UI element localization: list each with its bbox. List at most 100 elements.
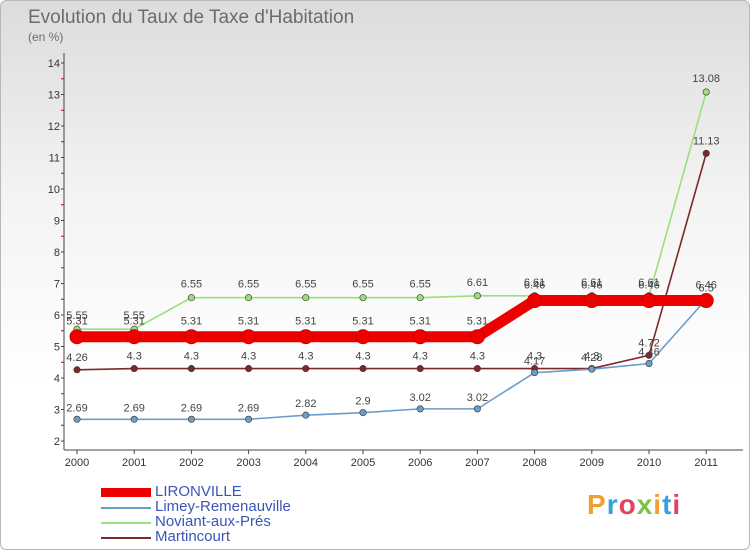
logo-letter: x	[636, 489, 654, 520]
data-point	[298, 329, 314, 345]
data-point	[73, 366, 81, 374]
data-point	[302, 411, 310, 419]
data-label: 5.55	[123, 310, 144, 322]
data-label: 6.55	[409, 279, 430, 291]
data-point	[126, 329, 142, 345]
x-tick-label: 2001	[122, 457, 146, 469]
data-label: 6.55	[181, 279, 202, 291]
y-tick-label: 12	[48, 121, 60, 133]
legend-label-lironville: LIRONVILLE	[155, 483, 242, 500]
data-label: 5.55	[66, 310, 87, 322]
data-point	[359, 294, 367, 302]
legend-swatch-martincourt	[101, 537, 151, 539]
data-label: 2.69	[181, 402, 202, 414]
data-label: 4.3	[527, 351, 542, 363]
data-label: 4.3	[184, 351, 199, 363]
data-label: 6.61	[638, 277, 659, 289]
data-label: 6.61	[581, 277, 602, 289]
data-label: 4.72	[638, 337, 659, 349]
data-point	[698, 293, 714, 309]
x-tick-label: 2004	[294, 457, 318, 469]
data-point	[245, 294, 253, 302]
data-point	[527, 293, 543, 309]
data-point	[187, 365, 195, 373]
data-label: 4.3	[470, 351, 485, 363]
chart-title: Evolution du Taux de Taxe d'Habitation	[28, 7, 355, 28]
data-point	[702, 88, 710, 96]
data-point	[302, 365, 310, 373]
data-label: 3.02	[409, 392, 430, 404]
data-point	[473, 292, 481, 300]
y-tick-label: 11	[49, 153, 60, 165]
legend-label-limey-remenauville: Limey-Remenauville	[155, 498, 291, 515]
y-tick-label: 2	[54, 436, 60, 448]
data-label: 4.3	[298, 351, 313, 363]
y-tick-label: 5	[54, 342, 60, 354]
data-point	[183, 329, 199, 345]
legend-label-noviant-aux-pres: Noviant-aux-Prés	[155, 513, 271, 530]
unit-label: (en %)	[28, 30, 64, 44]
data-label: 3.02	[467, 392, 488, 404]
data-label: 2.69	[238, 402, 259, 414]
legend-swatch-limey-remenauville	[101, 507, 151, 509]
y-tick-label: 9	[54, 216, 60, 228]
data-label: 6.46	[638, 280, 659, 292]
data-label: 4.17	[524, 356, 545, 368]
x-tick-label: 2005	[351, 457, 375, 469]
data-label: 5.31	[352, 316, 373, 328]
data-point	[641, 293, 657, 309]
x-tick-label: 2000	[65, 457, 89, 469]
x-tick-label: 2003	[236, 457, 260, 469]
data-label: 4.3	[355, 351, 370, 363]
proxiti-logo: Proxiti	[587, 489, 681, 521]
y-tick-label: 6	[54, 310, 60, 322]
logo-letter: o	[618, 489, 637, 520]
data-label: 6.55	[352, 279, 373, 291]
data-point	[531, 369, 539, 377]
data-label: 13.08	[692, 73, 720, 85]
data-point	[473, 405, 481, 413]
data-point	[473, 365, 481, 373]
data-label: 6.61	[467, 277, 488, 289]
data-label: 5.31	[238, 316, 259, 328]
data-point	[130, 415, 138, 423]
data-point	[241, 329, 257, 345]
data-label: 6.46	[581, 280, 602, 292]
data-point	[584, 293, 600, 309]
data-label: 4.46	[638, 347, 659, 359]
data-label: 11.13	[693, 135, 720, 147]
x-tick-label: 2006	[408, 457, 432, 469]
y-tick-label: 14	[48, 58, 60, 70]
legend-label-martincourt: Martincourt	[155, 528, 231, 545]
data-point	[359, 409, 367, 417]
legend-swatch-noviant-aux-pres	[101, 522, 151, 524]
data-label: 4.3	[241, 351, 256, 363]
data-label: 5.31	[66, 316, 87, 328]
data-label: 2.69	[123, 402, 144, 414]
logo-letter: t	[662, 489, 673, 520]
x-tick-label: 2011	[694, 457, 718, 469]
series-line-2	[76, 91, 708, 330]
data-point	[69, 329, 85, 345]
logo-letter: P	[587, 489, 607, 520]
data-point	[416, 294, 424, 302]
data-label: 2.82	[295, 398, 316, 410]
x-tick-label: 2007	[465, 457, 489, 469]
data-label: 2.9	[355, 396, 370, 408]
x-tick-label: 2010	[637, 457, 661, 469]
data-label: 6.46	[524, 280, 545, 292]
y-tick-label: 7	[54, 279, 60, 291]
data-label: 6.55	[295, 279, 316, 291]
data-label: 4.3	[413, 351, 428, 363]
data-point	[416, 405, 424, 413]
data-label: 2.69	[66, 402, 87, 414]
data-label: 5.31	[409, 316, 430, 328]
x-tick-label: 2002	[179, 457, 203, 469]
y-tick-label: 10	[48, 184, 60, 196]
data-label: 5.31	[467, 316, 488, 328]
series-line-0	[71, 295, 712, 343]
data-point	[359, 365, 367, 373]
y-tick-label: 3	[54, 405, 60, 417]
